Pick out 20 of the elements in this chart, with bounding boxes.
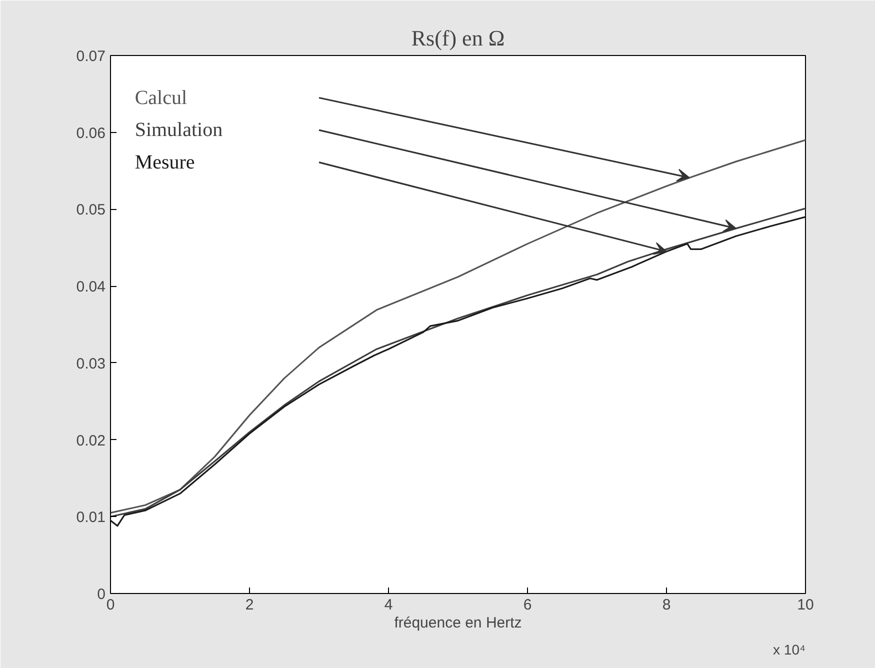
x-tick-label: 2 <box>245 596 254 614</box>
y-tick-label: 0.02 <box>76 432 106 450</box>
x-axis-title: fréquence en Hertz <box>394 614 522 632</box>
y-tick-label: 0.06 <box>76 124 106 142</box>
y-tick-label: 0.03 <box>76 355 106 372</box>
text: Calcul <box>134 86 188 109</box>
text: Simulation <box>134 119 223 142</box>
y-tick-label: 0.01 <box>76 509 106 526</box>
x-tick-label: 6 <box>523 596 532 614</box>
line-series <box>110 139 806 514</box>
y-tick-label: 0.05 <box>76 202 106 219</box>
x-tick-label: 4 <box>384 596 393 614</box>
y-tick-label: 0.04 <box>76 278 106 296</box>
x-tick-label: 8 <box>662 596 671 614</box>
text: Mesure <box>134 151 195 174</box>
chart-title: Rs(f) en Ω <box>411 26 505 50</box>
text: x 10⁴ <box>773 642 806 658</box>
x-tick-label: 10 <box>797 596 814 614</box>
y-tick-label: 0 <box>97 586 106 603</box>
y-tick-label: 0.07 <box>76 48 106 65</box>
